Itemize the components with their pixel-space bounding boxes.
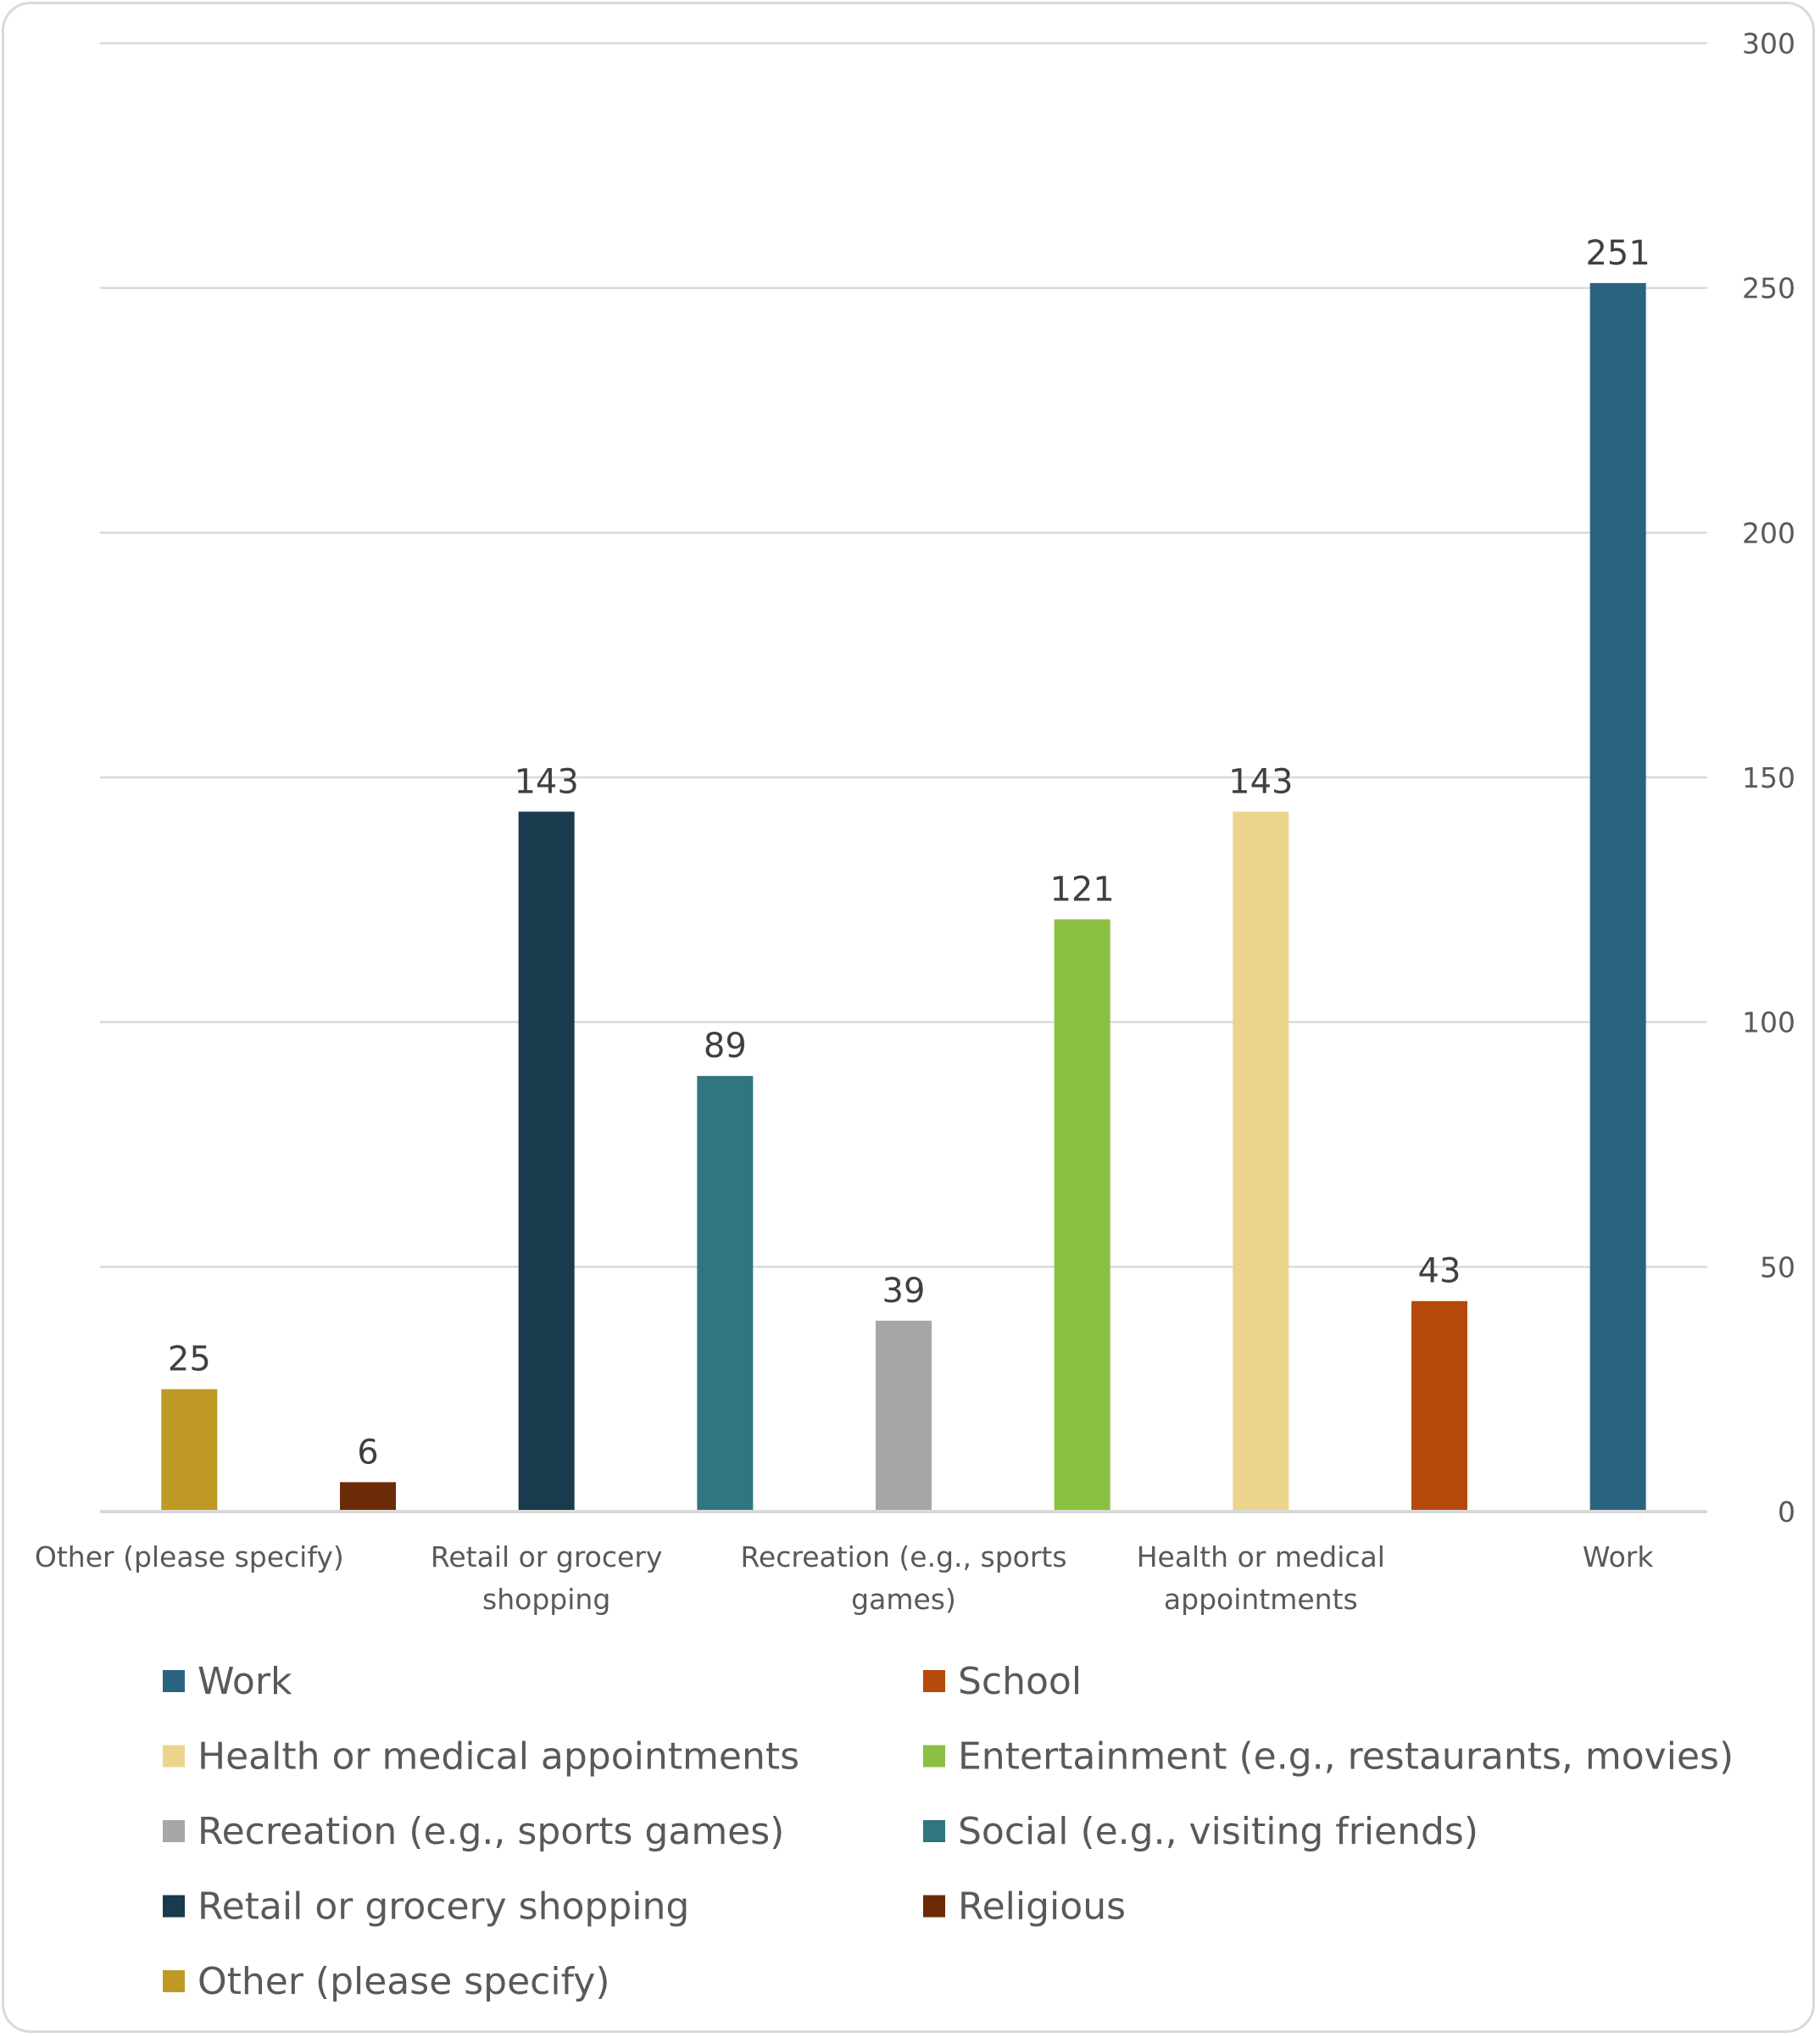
legend-swatch: [923, 1745, 945, 1768]
legend-label: Recreation (e.g., sports games): [198, 1810, 784, 1853]
legend-swatch: [163, 1895, 185, 1918]
y-tick-label: 0: [1778, 1495, 1795, 1528]
legend-label: Health or medical appointments: [198, 1735, 799, 1779]
data-label: 6: [357, 1433, 378, 1472]
x-tick-label: Recreation (e.g., sports games): [740, 1540, 1066, 1616]
bar-4: [697, 1076, 754, 1510]
x-tick-label: Retail or grocery shopping: [431, 1540, 663, 1616]
legend-swatch: [163, 1745, 185, 1768]
y-tick-label: 200: [1742, 516, 1795, 549]
legend-label: Other (please specify): [198, 1960, 610, 2003]
data-label: 25: [168, 1340, 211, 1379]
bar-8: [1411, 1300, 1467, 1510]
legend-label: Religious: [958, 1885, 1126, 1929]
x-tick-label: Work: [1583, 1540, 1654, 1573]
bar-9: [1589, 282, 1646, 1511]
y-tick-label: 300: [1742, 27, 1795, 60]
legend-label: School: [958, 1660, 1082, 1703]
legend-swatch: [163, 1820, 185, 1842]
data-label: 39: [882, 1272, 926, 1311]
y-tick-label: 50: [1760, 1250, 1795, 1283]
bar-1: [161, 1389, 218, 1510]
legend-label: Retail or grocery shopping: [198, 1885, 689, 1929]
legend-label: Social (e.g., visiting friends): [958, 1810, 1478, 1853]
legend-swatch: [163, 1670, 185, 1692]
y-tick-label: 100: [1742, 1006, 1795, 1039]
y-tick-label: 250: [1742, 272, 1795, 305]
data-label: 251: [1585, 234, 1650, 273]
x-tick-label: Other (please specify): [35, 1540, 344, 1573]
bar-5: [876, 1320, 932, 1510]
legend-swatch: [163, 1970, 185, 1992]
bar-6: [1054, 919, 1110, 1510]
data-label: 143: [514, 762, 578, 801]
data-label: 43: [1418, 1252, 1461, 1291]
legend-label: Entertainment (e.g., restaurants, movies…: [958, 1735, 1734, 1779]
y-tick-label: 150: [1742, 761, 1795, 794]
legend-swatch: [923, 1895, 945, 1918]
bar-2: [340, 1482, 396, 1510]
legend-label: Work: [198, 1660, 292, 1703]
data-label: 89: [704, 1027, 747, 1066]
legend-swatch: [923, 1820, 945, 1842]
bar-3: [518, 811, 575, 1510]
bar-7: [1233, 811, 1289, 1510]
data-label: 143: [1228, 762, 1293, 801]
legend-swatch: [923, 1670, 945, 1692]
x-tick-label: Health or medical appointments: [1137, 1540, 1385, 1616]
data-label: 121: [1049, 870, 1114, 909]
